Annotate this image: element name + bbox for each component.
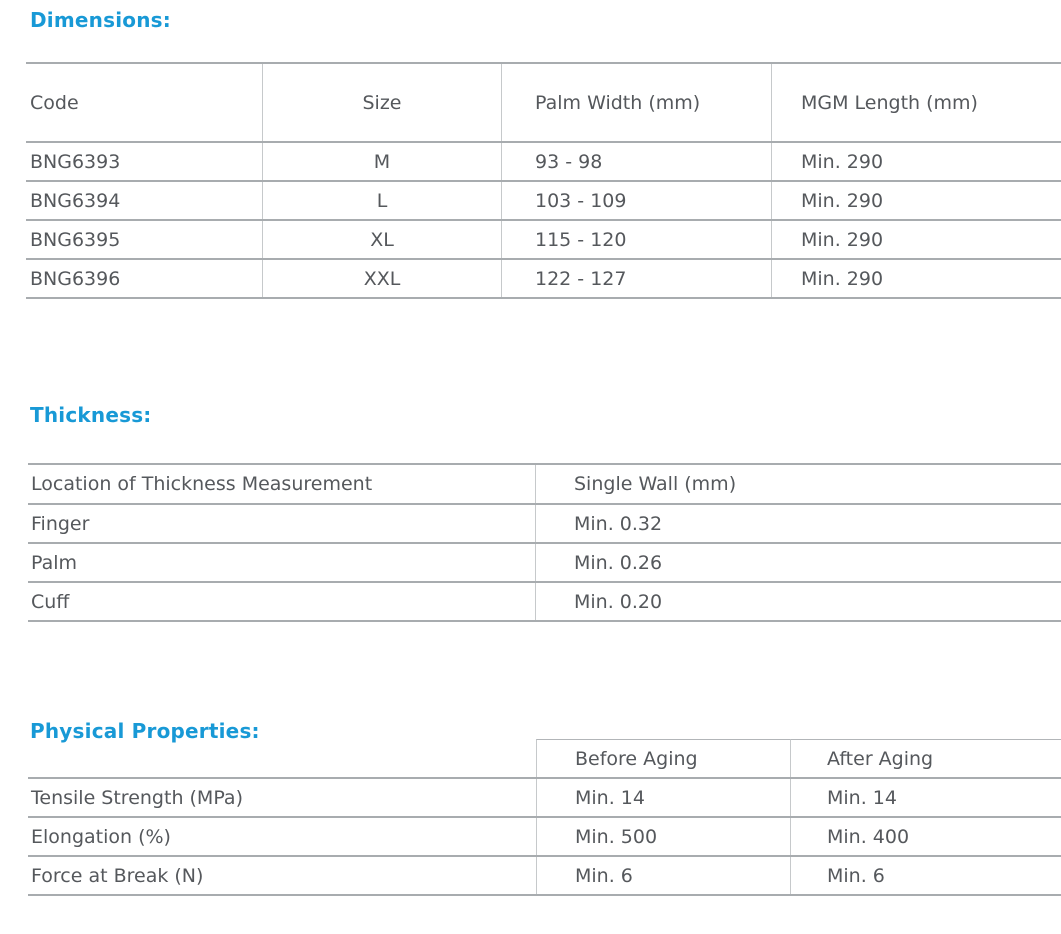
physical-properties-table: Before Aging After Aging Tensile Strengt… bbox=[28, 739, 1061, 896]
thickness-table: Location of Thickness Measurement Single… bbox=[28, 463, 1061, 622]
column-header-code: Code bbox=[30, 91, 79, 114]
cell-property: Tensile Strength (MPa) bbox=[31, 786, 243, 809]
table-row: Force at Break (N) Min. 6 Min. 6 bbox=[28, 857, 1061, 896]
cell-code: BNG6393 bbox=[30, 150, 121, 173]
table-row: Tensile Strength (MPa) Min. 14 Min. 14 bbox=[28, 779, 1061, 818]
physical-properties-heading: Physical Properties: bbox=[30, 719, 260, 743]
cell-mgm-length: Min. 290 bbox=[771, 260, 1061, 297]
column-header-single-wall: Single Wall (mm) bbox=[535, 465, 1061, 503]
cell-location: Palm bbox=[31, 551, 78, 574]
cell-palm-width: 93 - 98 bbox=[501, 143, 771, 180]
cell-property: Elongation (%) bbox=[31, 825, 171, 848]
cell-mgm-length: Min. 290 bbox=[771, 182, 1061, 219]
cell-size: M bbox=[262, 143, 501, 180]
cell-after-aging: Min. 6 bbox=[790, 857, 1061, 894]
table-row: Finger Min. 0.32 bbox=[28, 505, 1061, 544]
cell-after-aging: Min. 14 bbox=[790, 779, 1061, 816]
cell-mgm-length: Min. 290 bbox=[771, 221, 1061, 258]
column-header-before-aging: Before Aging bbox=[536, 739, 790, 777]
physical-properties-header-row: Before Aging After Aging bbox=[28, 739, 1061, 779]
dimensions-table: Code Size Palm Width (mm) MGM Length (mm… bbox=[26, 62, 1061, 299]
table-row: Cuff Min. 0.20 bbox=[28, 583, 1061, 622]
column-header-after-aging: After Aging bbox=[790, 739, 1061, 777]
table-row: Palm Min. 0.26 bbox=[28, 544, 1061, 583]
cell-before-aging: Min. 14 bbox=[536, 779, 790, 816]
cell-single-wall: Min. 0.32 bbox=[535, 505, 1061, 542]
cell-code: BNG6396 bbox=[30, 267, 121, 290]
column-header-location: Location of Thickness Measurement bbox=[31, 473, 373, 495]
cell-property: Force at Break (N) bbox=[31, 864, 204, 887]
cell-before-aging: Min. 6 bbox=[536, 857, 790, 894]
cell-location: Finger bbox=[31, 512, 90, 535]
dimensions-heading: Dimensions: bbox=[30, 8, 171, 32]
cell-palm-width: 122 - 127 bbox=[501, 260, 771, 297]
column-header-palm-width: Palm Width (mm) bbox=[501, 64, 771, 141]
dimensions-header-row: Code Size Palm Width (mm) MGM Length (mm… bbox=[26, 64, 1061, 143]
thickness-heading: Thickness: bbox=[30, 403, 152, 427]
thickness-header-row: Location of Thickness Measurement Single… bbox=[28, 465, 1061, 505]
cell-single-wall: Min. 0.26 bbox=[535, 544, 1061, 581]
cell-size: L bbox=[262, 182, 501, 219]
cell-single-wall: Min. 0.20 bbox=[535, 583, 1061, 620]
cell-palm-width: 115 - 120 bbox=[501, 221, 771, 258]
cell-location: Cuff bbox=[31, 590, 70, 613]
cell-size: XL bbox=[262, 221, 501, 258]
table-row: Elongation (%) Min. 500 Min. 400 bbox=[28, 818, 1061, 857]
cell-mgm-length: Min. 290 bbox=[771, 143, 1061, 180]
table-row: BNG6393 M 93 - 98 Min. 290 bbox=[26, 143, 1061, 182]
cell-size: XXL bbox=[262, 260, 501, 297]
table-row: BNG6394 L 103 - 109 Min. 290 bbox=[26, 182, 1061, 221]
table-row: BNG6395 XL 115 - 120 Min. 290 bbox=[26, 221, 1061, 260]
column-header-size: Size bbox=[262, 64, 501, 141]
cell-before-aging: Min. 500 bbox=[536, 818, 790, 855]
cell-code: BNG6394 bbox=[30, 189, 121, 212]
cell-after-aging: Min. 400 bbox=[790, 818, 1061, 855]
cell-palm-width: 103 - 109 bbox=[501, 182, 771, 219]
column-header-mgm-length: MGM Length (mm) bbox=[771, 64, 1061, 141]
table-row: BNG6396 XXL 122 - 127 Min. 290 bbox=[26, 260, 1061, 299]
column-header-empty bbox=[28, 739, 536, 777]
cell-code: BNG6395 bbox=[30, 228, 121, 251]
